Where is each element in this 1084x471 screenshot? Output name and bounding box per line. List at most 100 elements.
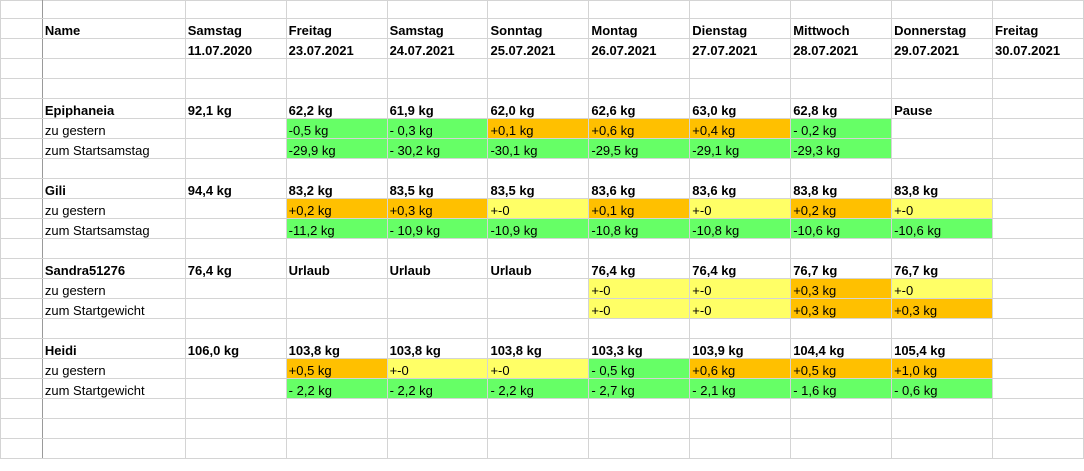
sheet-cell[interactable]: [487, 418, 590, 439]
sheet-cell[interactable]: [891, 418, 994, 439]
start-diff-cell[interactable]: -29,3 kg: [790, 138, 893, 159]
sheet-cell[interactable]: [689, 158, 792, 179]
sheet-cell[interactable]: [386, 438, 489, 459]
weight-cell[interactable]: 62,8 kg: [790, 98, 893, 119]
diff-cell[interactable]: +-0: [386, 358, 489, 379]
sheet-cell[interactable]: [285, 438, 388, 459]
weight-cell[interactable]: 83,5 kg: [487, 178, 590, 199]
diff-cell[interactable]: [386, 278, 489, 299]
sheet-cell[interactable]: [487, 398, 590, 419]
sheet-cell[interactable]: [689, 78, 792, 99]
sheet-cell[interactable]: [41, 438, 186, 459]
day-header-cell[interactable]: Samstag: [386, 18, 489, 39]
diff-cell[interactable]: [992, 118, 1084, 139]
weight-cell[interactable]: 103,8 kg: [285, 338, 388, 359]
day-header-cell[interactable]: Montag: [588, 18, 691, 39]
sheet-cell[interactable]: [588, 238, 691, 259]
sheet-cell[interactable]: [588, 398, 691, 419]
sheet-cell[interactable]: [891, 0, 994, 19]
sheet-cell[interactable]: [790, 238, 893, 259]
sheet-cell[interactable]: [0, 438, 43, 459]
start-diff-cell[interactable]: - 1,6 kg: [790, 378, 893, 399]
sheet-cell[interactable]: [184, 438, 287, 459]
sheet-cell[interactable]: [0, 58, 43, 79]
sheet-cell[interactable]: [487, 78, 590, 99]
sheet-cell[interactable]: [41, 78, 186, 99]
sheet-cell[interactable]: [285, 158, 388, 179]
row-header-cell[interactable]: [0, 278, 43, 299]
start-diff-cell[interactable]: - 2,2 kg: [285, 378, 388, 399]
date-header-cell[interactable]: 27.07.2021: [689, 38, 792, 59]
start-diff-cell[interactable]: - 2,2 kg: [487, 378, 590, 399]
start-diff-cell[interactable]: -30,1 kg: [487, 138, 590, 159]
weight-cell[interactable]: 103,8 kg: [487, 338, 590, 359]
sheet-cell[interactable]: [992, 78, 1084, 99]
row-header-cell[interactable]: [0, 138, 43, 159]
sheet-cell[interactable]: [992, 158, 1084, 179]
diff-cell[interactable]: +0,3 kg: [386, 198, 489, 219]
start-diff-cell[interactable]: [386, 298, 489, 319]
sheet-cell[interactable]: [790, 318, 893, 339]
weight-cell[interactable]: Urlaub: [285, 258, 388, 279]
weight-cell[interactable]: 76,7 kg: [891, 258, 994, 279]
sheet-cell[interactable]: [184, 158, 287, 179]
sheet-cell[interactable]: [689, 58, 792, 79]
row-header-cell[interactable]: [0, 358, 43, 379]
diff-label-cell[interactable]: zu gestern: [41, 118, 186, 139]
sheet-cell[interactable]: [891, 58, 994, 79]
diff-cell[interactable]: +-0: [689, 198, 792, 219]
weight-cell[interactable]: [992, 98, 1084, 119]
diff-cell[interactable]: +-0: [891, 198, 994, 219]
sheet-cell[interactable]: [285, 318, 388, 339]
start-label-cell[interactable]: zum Startsamstag: [41, 218, 186, 239]
sheet-cell[interactable]: [386, 418, 489, 439]
sheet-cell[interactable]: [487, 238, 590, 259]
date-header-cell[interactable]: 24.07.2021: [386, 38, 489, 59]
start-diff-cell[interactable]: -29,1 kg: [689, 138, 792, 159]
diff-cell[interactable]: [184, 198, 287, 219]
sheet-cell[interactable]: [41, 38, 186, 59]
weight-cell[interactable]: Pause: [891, 98, 994, 119]
start-diff-cell[interactable]: +0,3 kg: [790, 298, 893, 319]
diff-cell[interactable]: [992, 278, 1084, 299]
weight-cell[interactable]: [992, 178, 1084, 199]
row-header-cell[interactable]: [0, 38, 43, 59]
start-label-cell[interactable]: zum Startgewicht: [41, 378, 186, 399]
sheet-cell[interactable]: [992, 58, 1084, 79]
row-header-cell[interactable]: [0, 258, 43, 279]
sheet-cell[interactable]: [386, 398, 489, 419]
diff-cell[interactable]: [891, 118, 994, 139]
diff-cell[interactable]: [285, 278, 388, 299]
date-header-cell[interactable]: 23.07.2021: [285, 38, 388, 59]
diff-cell[interactable]: +0,2 kg: [285, 198, 388, 219]
sheet-cell[interactable]: [992, 0, 1084, 19]
sheet-cell[interactable]: [588, 438, 691, 459]
day-header-cell[interactable]: Dienstag: [689, 18, 792, 39]
weight-cell[interactable]: 83,6 kg: [689, 178, 792, 199]
sheet-cell[interactable]: [41, 398, 186, 419]
row-header-cell[interactable]: [0, 118, 43, 139]
start-diff-cell[interactable]: -10,6 kg: [891, 218, 994, 239]
row-header-cell[interactable]: [0, 218, 43, 239]
sheet-cell[interactable]: [386, 0, 489, 19]
sheet-cell[interactable]: [386, 158, 489, 179]
weight-cell[interactable]: 62,2 kg: [285, 98, 388, 119]
date-header-cell[interactable]: 30.07.2021: [992, 38, 1084, 59]
start-diff-cell[interactable]: -10,8 kg: [689, 218, 792, 239]
sheet-cell[interactable]: [41, 418, 186, 439]
sheet-cell[interactable]: [790, 158, 893, 179]
sheet-cell[interactable]: [891, 438, 994, 459]
start-label-cell[interactable]: zum Startgewicht: [41, 298, 186, 319]
sheet-cell[interactable]: [992, 438, 1084, 459]
start-diff-cell[interactable]: -10,6 kg: [790, 218, 893, 239]
diff-label-cell[interactable]: zu gestern: [41, 198, 186, 219]
start-diff-cell[interactable]: [992, 138, 1084, 159]
start-diff-cell[interactable]: - 2,7 kg: [588, 378, 691, 399]
start-diff-cell[interactable]: [285, 298, 388, 319]
start-diff-cell[interactable]: [992, 298, 1084, 319]
weight-cell[interactable]: 62,6 kg: [588, 98, 691, 119]
day-header-cell[interactable]: Sonntag: [487, 18, 590, 39]
start-diff-cell[interactable]: [891, 138, 994, 159]
start-diff-cell[interactable]: - 10,9 kg: [386, 218, 489, 239]
start-diff-cell[interactable]: - 2,1 kg: [689, 378, 792, 399]
